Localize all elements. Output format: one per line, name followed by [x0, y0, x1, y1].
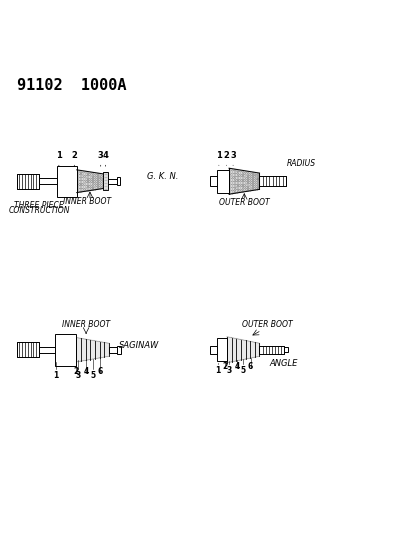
Text: 5: 5 [240, 366, 245, 375]
Text: CONSTRUCTION: CONSTRUCTION [8, 206, 69, 215]
Bar [283, 348, 287, 352]
Text: 2: 2 [223, 151, 229, 165]
Text: 2: 2 [71, 151, 77, 166]
Text: ANGLE: ANGLE [269, 359, 297, 368]
Text: INNER BOOT: INNER BOOT [62, 320, 110, 329]
Text: G. K. N.: G. K. N. [147, 172, 178, 181]
Bar [259, 346, 283, 354]
Bar [108, 179, 116, 184]
Text: 2: 2 [222, 362, 227, 372]
Text: 91102  1000A: 91102 1000A [17, 78, 126, 93]
Text: 1: 1 [56, 151, 62, 166]
Polygon shape [76, 337, 109, 362]
Bar [216, 338, 226, 361]
Text: 2: 2 [73, 367, 78, 376]
Text: 3: 3 [97, 151, 103, 166]
Text: 6: 6 [247, 362, 253, 372]
Bar [209, 176, 216, 186]
Bar [17, 174, 39, 189]
Text: 3: 3 [76, 371, 81, 380]
Polygon shape [228, 168, 259, 194]
Bar [17, 342, 39, 357]
Bar [39, 346, 55, 353]
Text: INNER BOOT: INNER BOOT [63, 197, 111, 206]
Text: 6: 6 [97, 367, 102, 376]
Text: OUTER BOOT: OUTER BOOT [242, 320, 292, 329]
Bar [109, 347, 116, 353]
Text: 1: 1 [216, 151, 221, 165]
Text: 4: 4 [102, 151, 108, 166]
Polygon shape [226, 337, 259, 363]
Text: 1: 1 [53, 371, 59, 380]
Text: OUTER BOOT: OUTER BOOT [218, 198, 269, 207]
Text: SAGINAW: SAGINAW [119, 341, 159, 350]
Bar [39, 178, 57, 184]
Text: 3: 3 [230, 151, 235, 165]
Text: 4: 4 [84, 367, 89, 376]
Bar [55, 334, 76, 366]
Text: 1: 1 [214, 366, 220, 375]
Text: THREE PIECE: THREE PIECE [14, 200, 64, 209]
Bar [209, 346, 216, 354]
Bar [116, 346, 121, 354]
Bar [259, 176, 285, 186]
Text: 3: 3 [226, 366, 231, 375]
Polygon shape [76, 170, 103, 192]
Text: 5: 5 [90, 371, 95, 380]
Bar [103, 172, 108, 190]
Bar [57, 166, 76, 197]
Bar [116, 177, 120, 185]
Bar [216, 170, 228, 192]
Text: 4: 4 [234, 362, 239, 372]
Text: RADIUS: RADIUS [286, 159, 315, 168]
